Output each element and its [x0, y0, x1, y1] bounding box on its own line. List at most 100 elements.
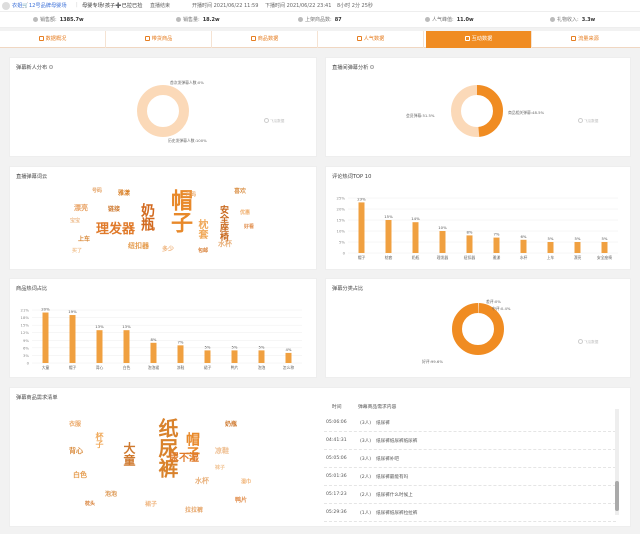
cloud-word: 好看 — [244, 224, 255, 230]
barrage-donut — [451, 85, 503, 137]
bar-value-label: 13% — [95, 324, 104, 329]
bar[interactable] — [177, 345, 184, 363]
streamer-name[interactable]: 衣姐🛒12号品牌母婴场 — [12, 3, 67, 9]
cloud-word: 奶瓶 — [225, 421, 238, 428]
cloud-word: 上车 — [78, 236, 91, 243]
x-tick-label: 泡泡裙 — [148, 365, 160, 370]
bar-value-label: 5% — [258, 344, 264, 349]
cloud-word: 买了 — [72, 248, 83, 254]
bar[interactable] — [574, 242, 581, 253]
donut-slice-positive[interactable] — [452, 303, 504, 355]
x-tick-label: 裙子 — [204, 365, 212, 370]
cart-icon — [144, 36, 150, 41]
help-icon[interactable] — [370, 65, 375, 69]
bar[interactable] — [385, 220, 392, 253]
cloud-word: 漂亮 — [74, 204, 88, 212]
tab-traffic[interactable]: 流量来源 — [532, 31, 638, 48]
donut-slice-history[interactable] — [137, 85, 189, 137]
y-tick-label: 25% — [337, 196, 346, 201]
help-icon[interactable] — [49, 65, 54, 69]
overview-icon — [38, 36, 44, 41]
card-title: 弹幕商品需求清单 — [16, 395, 58, 401]
bar-value-label: 10% — [438, 225, 447, 230]
table-row: 05:17:23 (2人) 纸尿裤什么时候上 — [324, 487, 616, 504]
row-content: 纸尿裤补吧 — [376, 457, 399, 462]
row-count: (2人) — [360, 475, 372, 480]
row-count: (2人) — [360, 493, 372, 498]
bar[interactable] — [96, 330, 103, 363]
bar-value-label: 5% — [601, 236, 607, 241]
cloud-word: 纽扣器 — [128, 242, 149, 250]
tab-interaction[interactable]: 互动数据 — [426, 31, 532, 48]
product-words-card: 商品热词占比 21% 18% 15% 12% 9% 6% 3% 0 20% 大童 19% 帽子 13% 背… — [9, 278, 317, 378]
bar[interactable] — [123, 330, 130, 363]
tab-overview[interactable]: 数据概况 — [0, 31, 106, 48]
label-neutral: 中评:0.4% — [492, 306, 511, 311]
user-icon — [425, 17, 430, 22]
cloud-word: 白色 — [73, 471, 87, 479]
tab-product-data[interactable]: 商品数据 — [212, 31, 318, 48]
cloud-word: 杯子 — [95, 432, 104, 448]
bar[interactable] — [412, 222, 419, 253]
avatar[interactable] — [2, 2, 10, 10]
cloud-word: 尺码 — [186, 192, 197, 198]
card-title: 评论热词TOP 10 — [332, 174, 372, 180]
live-duration: 8小时 2分 25秒 — [337, 3, 373, 9]
y-tick-label: 20% — [337, 207, 346, 212]
bar[interactable] — [439, 231, 446, 253]
bar-value-label: 13% — [122, 324, 131, 329]
cloud-word: 多少 — [162, 246, 175, 253]
product-words-chart: 21% 18% 15% 12% 9% 6% 3% 0 20% 大童 19% 帽子 13% 背心 13% 白色 8… — [21, 307, 302, 370]
y-tick-label: 15% — [21, 323, 30, 328]
bar[interactable] — [150, 342, 157, 363]
bar[interactable] — [520, 239, 527, 253]
cloud-word: 凉鞋 — [215, 447, 229, 455]
x-tick-label: 水杯 — [520, 255, 528, 260]
scrollbar-thumb[interactable] — [615, 481, 619, 511]
y-tick-label: 9% — [23, 338, 29, 343]
watermark: 飞瓜数据 — [578, 118, 598, 124]
cloud-word: 袜子 — [215, 465, 226, 471]
bar[interactable] — [204, 350, 211, 363]
x-tick-label: 鸭片 — [231, 365, 239, 370]
bar[interactable] — [42, 312, 49, 363]
bar-value-label: 8% — [466, 229, 472, 234]
bar[interactable] — [493, 237, 500, 253]
bar-value-label: 6% — [520, 234, 526, 239]
donut-slice-neutral[interactable] — [452, 303, 504, 355]
bar[interactable] — [358, 202, 365, 253]
gift-icon — [550, 17, 555, 22]
card-title: 商品热词占比 — [16, 286, 48, 292]
scrollbar[interactable] — [615, 409, 619, 515]
bar[interactable] — [285, 352, 292, 363]
bar[interactable] — [258, 350, 265, 363]
y-tick-label: 10% — [337, 229, 346, 234]
row-time: 05:06:06 — [326, 420, 347, 425]
traffic-icon — [571, 36, 577, 41]
bar[interactable] — [69, 315, 76, 363]
cloud-word: 裙子 — [145, 501, 158, 508]
bar-icon — [176, 17, 181, 22]
hot-words-card: 评论热词TOP 10 25% 20% 15% 10% 5% 0 23% 帽子 15% 枕套 14% 奶… — [325, 166, 631, 270]
bar[interactable] — [466, 235, 473, 253]
cloud-word: 纸尿裤 — [155, 418, 179, 478]
start-time: 开播时间 2021/06/22 11:59 — [192, 3, 259, 9]
row-count: (3人) — [360, 421, 372, 426]
card-title: 直播弹幕词云 — [16, 174, 48, 180]
bar-value-label: 7% — [177, 339, 183, 344]
tab-popularity[interactable]: 人气数据 — [318, 31, 424, 48]
x-tick-label: 雅漾 — [493, 255, 501, 260]
x-tick-label: 帽子 — [358, 255, 366, 260]
tab-products[interactable]: 带货商品 — [106, 31, 212, 48]
x-tick-label: 安全座椅 — [597, 255, 612, 260]
donut-slice-product[interactable] — [451, 85, 503, 137]
row-content: 纸尿裤纸尿裤纸尿裤 — [376, 439, 418, 444]
cloud-word: 链接 — [108, 206, 121, 213]
word-cloud: 帽子 奶瓶 理发器 枕套 安全座椅 漂亮 雅漾 水杯 上车 纽扣器 宝宝 喜欢 多少 链接 尺码 好看 买了 包邮… — [68, 185, 258, 265]
bar[interactable] — [547, 242, 554, 253]
bar[interactable] — [601, 242, 608, 253]
bar[interactable] — [231, 350, 238, 363]
bar-value-label: 14% — [411, 216, 420, 221]
cloud-word: 包邮 — [198, 248, 209, 254]
y-tick-label: 3% — [23, 353, 29, 358]
